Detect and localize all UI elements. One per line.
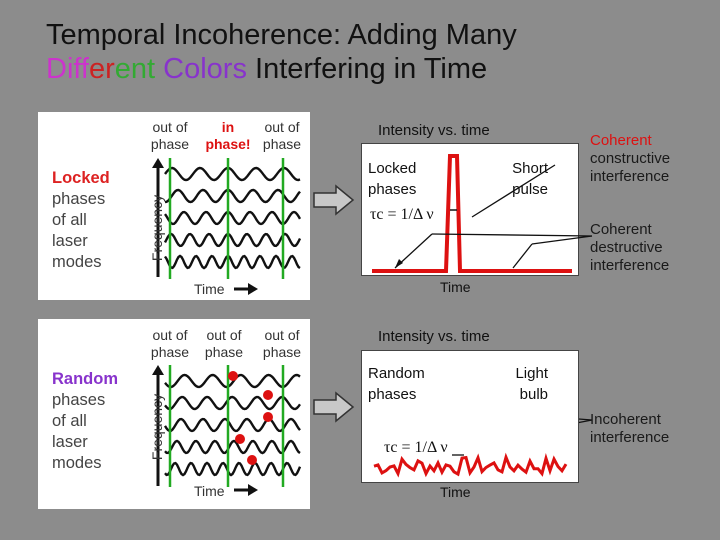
time-axis-label: Time: [194, 483, 225, 499]
title-line-1: Temporal Incoherence: Adding Many: [46, 19, 517, 51]
light-bulb-note: Light bulb: [515, 365, 548, 403]
title-part: Diff: [46, 53, 89, 85]
title-line-2: Different Colors Interfering in Time: [46, 52, 517, 86]
coherence-time-formula: τc = 1/Δ ν: [384, 439, 448, 456]
arrow-right-icon: [313, 184, 355, 216]
title-part: Interfering in Time: [246, 53, 488, 85]
arrow-head: [152, 158, 164, 168]
random-waves-panel: out of phase out of phase out of phase Rand…: [38, 319, 310, 509]
phase-dot: [247, 455, 257, 465]
locked-phases-note: Locked phases: [368, 160, 417, 198]
locked-phases-label: Locked phases of all laser modes: [52, 169, 110, 271]
coherent-constructive-note: Coherent constructive interference: [590, 132, 671, 185]
arrow-right-icon: [313, 391, 355, 423]
title-part: er: [88, 53, 115, 85]
intensity-heading: Intensity vs. time: [378, 122, 490, 139]
short-pulse-panel: Locked phases τc = 1/Δ ν Short pulse: [361, 143, 579, 276]
incoherent-note: Incoherent interference: [590, 411, 670, 446]
locked-word: Locked: [52, 169, 110, 187]
coherence-time-formula: τc = 1/Δ ν: [370, 206, 434, 223]
phase-dot: [235, 434, 245, 444]
frequency-wave: [164, 210, 302, 226]
arrow-head: [248, 283, 258, 295]
noise-plot: [373, 452, 568, 478]
title-part: Colors: [163, 53, 247, 85]
frequency-wave: [164, 461, 302, 477]
phase-dot: [263, 390, 273, 400]
time-axis-label: Time: [440, 279, 471, 295]
column-label: out of phase: [204, 327, 244, 360]
frequency-axis-label: Frequency: [149, 393, 166, 461]
title-part: ent: [114, 53, 164, 85]
locked-waves-panel: out of phase in phase! out of phase Locked …: [38, 112, 310, 300]
pulse-plot: [372, 154, 572, 273]
arrow-head: [248, 484, 258, 496]
frequency-axis-label: Frequency: [149, 194, 166, 262]
random-phases-note: Random phases: [368, 365, 425, 403]
phase-dot: [228, 371, 238, 381]
frequency-wave: [164, 439, 301, 455]
frequency-wave: [164, 188, 301, 204]
column-label: out of phase: [150, 327, 190, 360]
random-wave-diagram: [152, 365, 302, 496]
time-axis-label: Time: [440, 484, 471, 500]
frequency-wave: [164, 373, 301, 389]
frequency-wave: [164, 166, 301, 182]
column-label-in-phase: in phase!: [205, 119, 251, 152]
random-word: Random: [52, 370, 118, 388]
phase-dot: [263, 412, 273, 422]
column-label: out of phase: [262, 327, 302, 360]
frequency-wave: [164, 254, 301, 270]
frequency-wave: [163, 232, 302, 248]
light-bulb-panel: Random phases τc = 1/Δ ν Light bulb: [361, 350, 579, 483]
intensity-heading: Intensity vs. time: [378, 328, 490, 345]
wave-group: [163, 373, 302, 477]
arrow-head: [152, 365, 164, 375]
locked-wave-diagram: [152, 158, 302, 295]
time-axis-label: Time: [194, 281, 225, 297]
wave-group: [163, 166, 302, 270]
slide-title: Temporal Incoherence: Adding Many Differ…: [46, 18, 517, 86]
column-label: out of phase: [262, 119, 302, 152]
frequency-wave: [164, 395, 301, 411]
intensity-noise-trace: [373, 452, 568, 478]
coherent-destructive-note: Coherent destructive interference: [590, 221, 670, 274]
random-phases-label: Random phases of all laser modes: [52, 370, 118, 472]
frequency-wave: [163, 417, 301, 433]
column-label: out of phase: [150, 119, 190, 152]
intensity-pulse-trace: [372, 154, 572, 273]
